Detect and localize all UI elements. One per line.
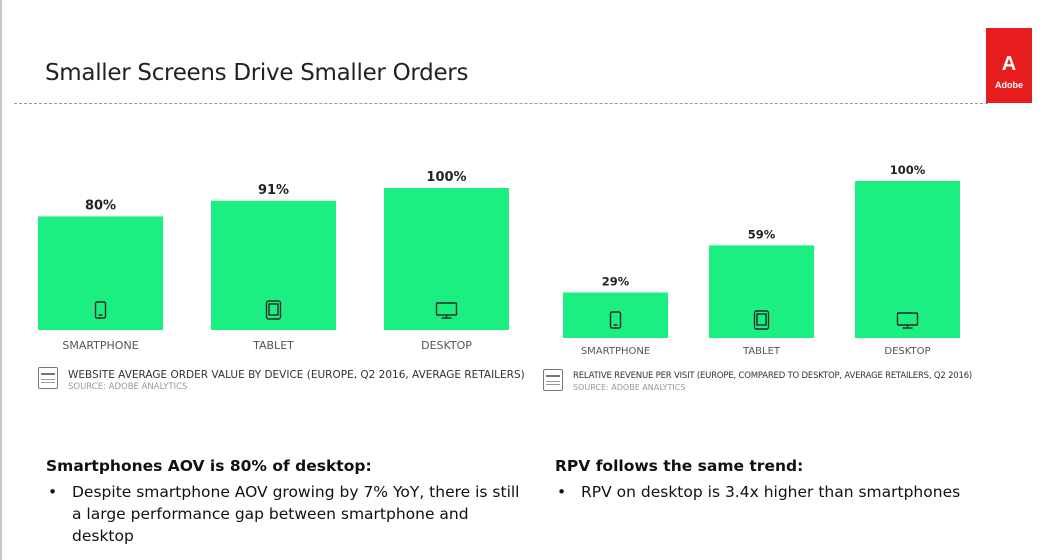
aov-chart-source: SOURCE: ADOBE ANALYTICS	[68, 382, 188, 392]
bar	[709, 245, 814, 338]
bar	[38, 216, 163, 330]
bar	[211, 200, 336, 330]
aov-chart-svg: 80% SMARTPHONE 91% TABLET 100% DESKTOP	[38, 170, 509, 352]
adobe-logo-mark: A	[1001, 53, 1017, 75]
smartphone-icon	[94, 301, 107, 319]
rpv-chart: 29% SMARTPHONE 59% TABLET 100% DESKTOP	[563, 160, 963, 360]
data-label: 100%	[426, 170, 466, 185]
desktop-icon	[896, 312, 919, 329]
tablet-body	[265, 300, 282, 320]
report-icon	[38, 367, 58, 389]
bar	[855, 181, 960, 338]
tablet-body	[753, 310, 770, 330]
tablet-screen	[268, 303, 279, 316]
rpv-chart-source: SOURCE: ADOBE ANALYTICS	[573, 383, 686, 392]
data-label: 100%	[890, 163, 926, 177]
adobe-logo-text: Adobe	[995, 80, 1023, 90]
rpv-chart-title: RELATIVE REVENUE PER VISIT (EUROPE, COMP…	[573, 371, 973, 381]
category-label: SMARTPHONE	[581, 346, 650, 357]
bar	[384, 188, 509, 330]
smartphone-icon	[609, 311, 622, 329]
data-label: 29%	[602, 274, 630, 288]
category-label: TABLET	[742, 346, 781, 357]
data-label: 91%	[258, 183, 289, 198]
category-label: DESKTOP	[421, 339, 472, 352]
adobe-logo: A Adobe	[986, 28, 1032, 103]
tablet-icon	[265, 300, 282, 320]
rpv-caption: RELATIVE REVENUE PER VISIT (EUROPE, COMP…	[543, 369, 1013, 395]
smartphone-body	[94, 301, 107, 319]
category-label: TABLET	[252, 339, 294, 352]
rpv-chart-svg: 29% SMARTPHONE 59% TABLET 100% DESKTOP	[563, 163, 960, 357]
title-divider	[14, 103, 988, 104]
insight-heading-aov: Smartphones AOV is 80% of desktop:	[46, 457, 372, 475]
insight-heading-rpv: RPV follows the same trend:	[555, 457, 804, 475]
insight-list-rpv: RPV on desktop is 3.4x higher than smart…	[555, 481, 1025, 503]
desktop-icon	[435, 302, 458, 319]
aov-chart-title: WEBSITE AVERAGE ORDER VALUE BY DEVICE (E…	[68, 369, 525, 381]
smartphone-body	[609, 311, 622, 329]
aov-chart: 80% SMARTPHONE 91% TABLET 100% DESKTOP	[38, 160, 513, 360]
data-label: 80%	[85, 198, 116, 213]
insight-bullet: Despite smartphone AOV growing by 7% YoY…	[46, 481, 526, 547]
slide-edge	[0, 0, 2, 560]
data-label: 59%	[748, 227, 776, 241]
bar	[563, 292, 668, 338]
insight-list-aov: Despite smartphone AOV growing by 7% YoY…	[46, 481, 526, 547]
insight-bullet: RPV on desktop is 3.4x higher than smart…	[555, 481, 1025, 503]
category-label: SMARTPHONE	[62, 339, 138, 352]
report-icon	[543, 369, 563, 391]
tablet-icon	[753, 310, 770, 330]
aov-caption: WEBSITE AVERAGE ORDER VALUE BY DEVICE (E…	[38, 367, 525, 393]
tablet-screen	[756, 313, 767, 326]
category-label: DESKTOP	[884, 346, 930, 357]
slide-title: Smaller Screens Drive Smaller Orders	[45, 60, 469, 86]
